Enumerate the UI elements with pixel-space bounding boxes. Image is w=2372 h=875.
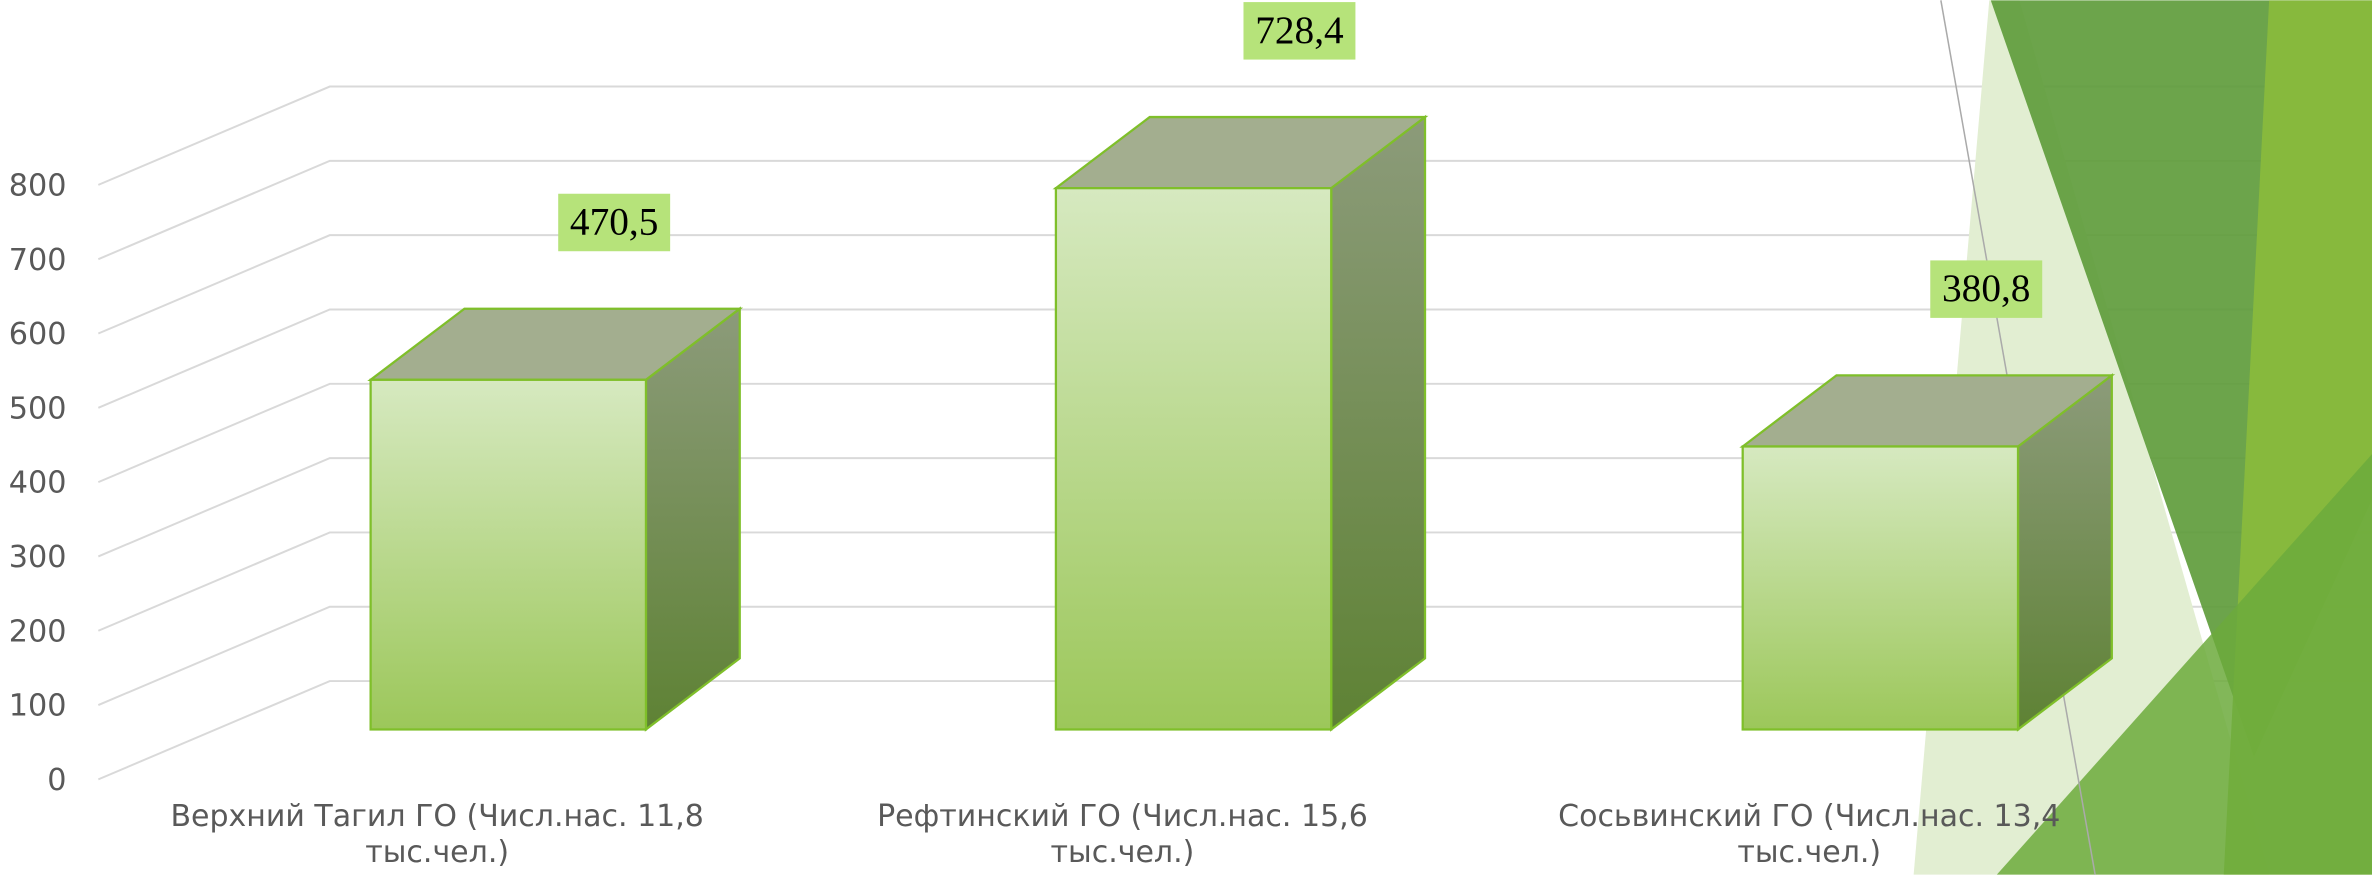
bar-side (644, 306, 741, 732)
grid-line (97, 159, 2372, 261)
deco-shape (1996, 454, 2372, 875)
y-tick-label: 0 (47, 763, 66, 798)
y-tick-label: 600 (9, 317, 67, 352)
grid-line (97, 531, 2372, 632)
value-label: 470,5 (570, 200, 659, 244)
value-label: 728,4 (1255, 8, 1344, 52)
value-label-bg (1930, 260, 2043, 318)
value-label: 380,8 (1942, 266, 2031, 310)
y-tick-label: 300 (9, 540, 67, 575)
grid-line (97, 308, 2372, 409)
value-label-bg (1243, 2, 1356, 60)
y-tick-label: 100 (9, 689, 67, 724)
grid-line (97, 85, 2372, 186)
y-tick-label: 700 (9, 243, 67, 278)
grid-line (97, 457, 2372, 558)
x-tick-label: Рефтинский ГО (Числ.нас. 15,6 тыс.чел.) (877, 798, 1368, 870)
grid-line (97, 680, 2372, 781)
y-tick-label: 200 (9, 614, 67, 649)
bar (369, 378, 648, 731)
grid-line (97, 605, 2372, 706)
y-tick-label: 400 (9, 466, 67, 501)
y-tick-label: 800 (9, 168, 67, 203)
value-label-bg (558, 193, 671, 252)
y-tick-label: 500 (9, 391, 67, 426)
x-tick-label: Сосьвинский ГО (Числ.нас. 13,4 тыс.чел.) (1558, 798, 2061, 870)
bar (1741, 445, 2020, 731)
grid-line (97, 234, 2372, 335)
x-tick-label: Верхний Тагил ГО (Числ.нас. 11,8 тыс.чел… (170, 798, 704, 870)
bar-side (1330, 114, 1427, 732)
bar (1054, 187, 1333, 731)
grid-line (97, 382, 2372, 484)
